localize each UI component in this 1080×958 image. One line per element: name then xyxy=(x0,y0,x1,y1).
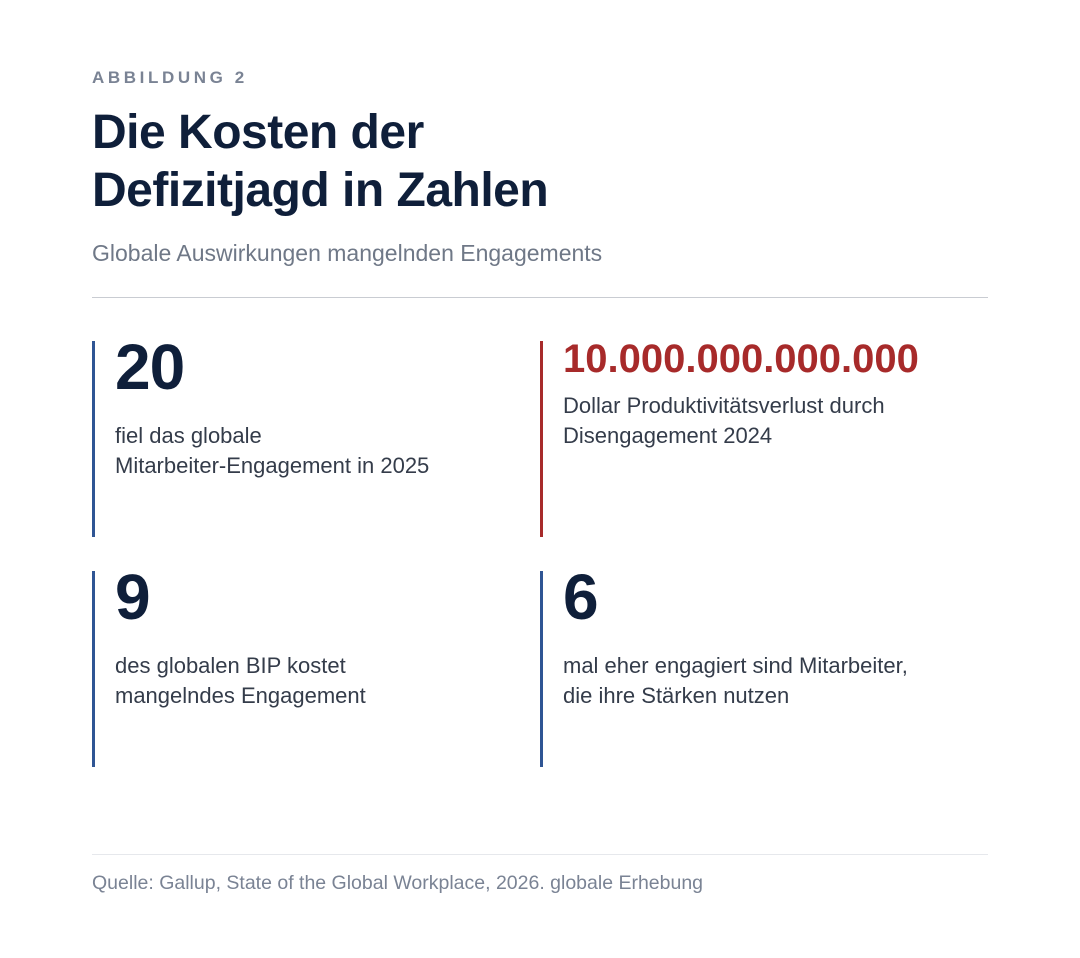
figure-subtitle: Globale Auswirkungen mangelnden Engageme… xyxy=(92,240,603,266)
stat-description-line-2: Disengagement 2024 xyxy=(563,423,773,448)
stat-card-engagement-drop: 20 fiel das globale Mitarbeiter-Engageme… xyxy=(92,335,525,537)
stat-description-line-2: Mitarbeiter-Engagement in 2025 xyxy=(115,453,430,478)
stat-description: mal eher engagiert sind Mitarbeiter, die… xyxy=(563,651,973,711)
stat-description-line-1: mal eher engagiert sind Mitarbeiter, xyxy=(563,653,908,678)
header-divider xyxy=(92,297,988,298)
footer-divider xyxy=(92,854,988,855)
stat-description-line-1: des globalen BIP kostet xyxy=(115,653,346,678)
figure: ABBILDUNG 2 Die Kosten der Defizitjagd i… xyxy=(92,0,988,958)
figure-title-line-2: Defizitjagd in Zahlen xyxy=(92,164,549,217)
figure-label: ABBILDUNG 2 xyxy=(92,68,248,87)
figure-title-line-1: Die Kosten der xyxy=(92,106,424,159)
stat-description-line-2: die ihre Stärken nutzen xyxy=(563,683,790,708)
figure-title: Die Kosten der Defizitjagd in Zahlen xyxy=(92,104,988,220)
stat-description: fiel das globale Mitarbeiter-Engagement … xyxy=(115,421,525,481)
stat-card-gdp-cost: 9 des globalen BIP kostet mangelndes Eng… xyxy=(92,565,525,767)
stat-value: 10.000.000.000.000 xyxy=(563,337,919,381)
stat-card-productivity-loss: 10.000.000.000.000 Dollar Produktivitäts… xyxy=(540,337,973,537)
stat-description-line-2: mangelndes Engagement xyxy=(115,683,366,708)
stat-value: 9 xyxy=(115,561,151,633)
stat-description: Dollar Produktivitätsverlust durch Disen… xyxy=(563,391,973,451)
stat-description: des globalen BIP kostet mangelndes Engag… xyxy=(115,651,525,711)
stat-value: 6 xyxy=(563,561,599,633)
stat-card-strengths: 6 mal eher engagiert sind Mitarbeiter, d… xyxy=(540,565,973,767)
stat-description-line-1: Dollar Produktivitätsverlust durch xyxy=(563,393,885,418)
stat-description-line-1: fiel das globale xyxy=(115,423,262,448)
stat-value: 20 xyxy=(115,331,185,403)
source-note: Quelle: Gallup, State of the Global Work… xyxy=(92,872,704,894)
